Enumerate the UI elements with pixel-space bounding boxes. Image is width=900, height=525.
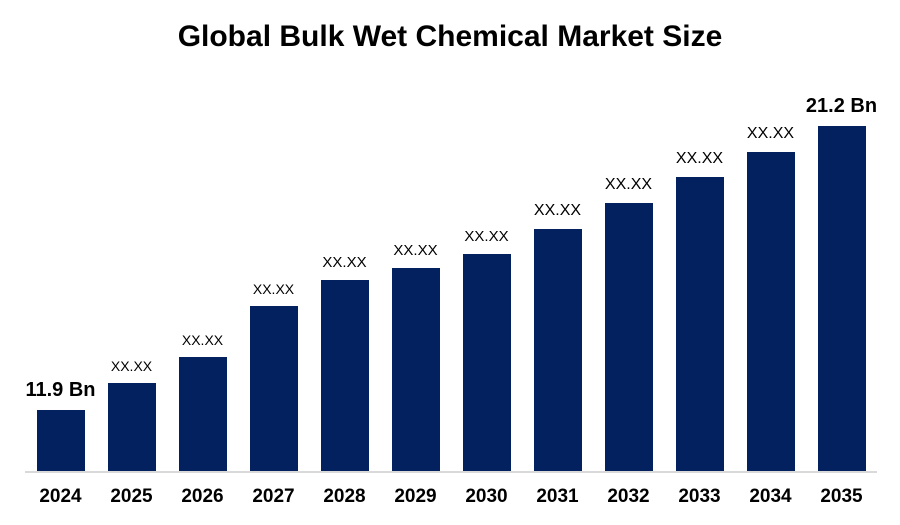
x-axis-label-2025: 2025 xyxy=(110,486,153,507)
bar-value-label: XX.XX xyxy=(464,227,509,245)
bar-column: XX.XX xyxy=(96,357,167,471)
bar-2027 xyxy=(249,306,298,471)
x-axis-label-2029: 2029 xyxy=(394,486,437,507)
bar-column: XX.XX xyxy=(451,227,522,471)
bar-2028 xyxy=(320,280,369,471)
bar-value-label: XX.XX xyxy=(322,253,367,271)
x-axis-label-2026: 2026 xyxy=(181,486,224,507)
bar-2025 xyxy=(107,383,156,471)
chart-title: Global Bulk Wet Chemical Market Size xyxy=(177,20,723,53)
x-axis-label-2034: 2034 xyxy=(749,486,792,507)
x-axis-line xyxy=(25,471,877,473)
bar-2032 xyxy=(604,203,653,471)
bar-2033 xyxy=(675,177,724,471)
bar-value-label: XX.XX xyxy=(393,241,438,259)
bar-2035 xyxy=(817,126,866,471)
bar-value-label: XX.XX xyxy=(675,150,724,168)
x-axis-label-2030: 2030 xyxy=(465,486,508,507)
x-axis-label-2024: 2024 xyxy=(39,486,82,507)
x-axis-label-2028: 2028 xyxy=(323,486,366,507)
x-axis-label-2033: 2033 xyxy=(678,486,721,507)
bar-2024 xyxy=(36,410,85,471)
bar-column: 11.9 Bn xyxy=(25,379,96,471)
x-axis-label-2035: 2035 xyxy=(820,486,863,507)
bar-value-label: XX.XX xyxy=(110,357,153,374)
bar-2031 xyxy=(533,229,582,471)
bar-value-label: 11.9 Bn xyxy=(25,379,96,401)
bar-value-label: XX.XX xyxy=(181,331,224,348)
bar-2030 xyxy=(462,254,511,471)
bar-value-label: 21.2 Bn xyxy=(805,95,878,117)
bar-columns: 11.9 Bn XX.XX XX.XX XX.XX XX.XX XX.XX XX… xyxy=(25,70,877,471)
bar-2034 xyxy=(746,152,795,471)
bar-value-label: XX.XX xyxy=(746,125,795,143)
bar-column: XX.XX xyxy=(735,125,806,471)
bar-column: XX.XX xyxy=(664,150,735,471)
bar-column: 21.2 Bn xyxy=(806,95,877,471)
bar-column: XX.XX xyxy=(522,202,593,471)
x-axis-label-2031: 2031 xyxy=(536,486,579,507)
bar-column: XX.XX xyxy=(380,241,451,471)
bar-column: XX.XX xyxy=(238,280,309,471)
x-axis-labels: 2024 2025 2026 2027 2028 2029 2030 2031 2032 2033… xyxy=(25,473,877,525)
bar-value-label: XX.XX xyxy=(252,280,295,297)
bar-column: XX.XX xyxy=(309,253,380,471)
bar-value-label: XX.XX xyxy=(604,176,653,194)
bar-chart: 11.9 Bn XX.XX XX.XX XX.XX XX.XX XX.XX XX… xyxy=(25,0,877,525)
bar-2026 xyxy=(178,357,227,471)
bar-value-label: XX.XX xyxy=(533,202,582,220)
x-axis-label-2027: 2027 xyxy=(252,486,295,507)
bar-column: XX.XX xyxy=(593,176,664,471)
bar-column: XX.XX xyxy=(167,331,238,471)
bar-2029 xyxy=(391,268,440,471)
x-axis-label-2032: 2032 xyxy=(607,486,650,507)
